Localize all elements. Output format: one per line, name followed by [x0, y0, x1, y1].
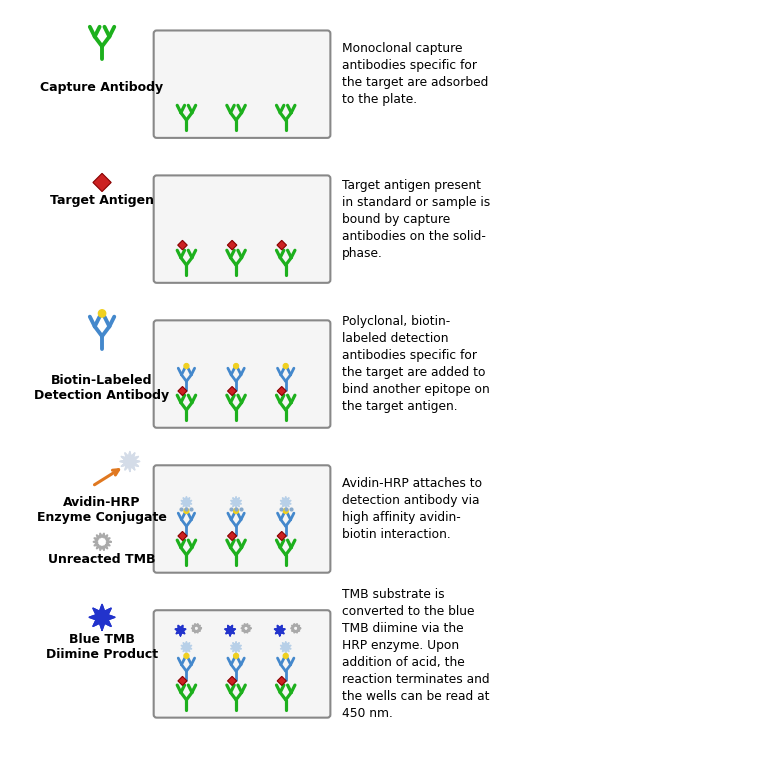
- Text: Monoclonal capture
antibodies specific for
the target are adsorbed
to the plate.: Monoclonal capture antibodies specific f…: [342, 42, 489, 106]
- Text: Target Antigen: Target Antigen: [50, 194, 154, 207]
- FancyBboxPatch shape: [154, 176, 330, 283]
- Bar: [178, 532, 187, 541]
- Circle shape: [99, 309, 105, 317]
- FancyBboxPatch shape: [154, 31, 330, 138]
- Circle shape: [283, 364, 288, 368]
- Bar: [228, 532, 237, 541]
- Bar: [93, 173, 112, 192]
- Bar: [277, 676, 286, 685]
- Bar: [178, 676, 187, 685]
- Circle shape: [184, 364, 189, 368]
- FancyBboxPatch shape: [154, 465, 330, 573]
- Text: Avidin-HRP
Enzyme Conjugate: Avidin-HRP Enzyme Conjugate: [37, 496, 167, 524]
- Bar: [228, 676, 237, 685]
- Text: Capture Antibody: Capture Antibody: [40, 81, 163, 94]
- FancyBboxPatch shape: [154, 610, 330, 717]
- Text: Polyclonal, biotin-
labeled detection
antibodies specific for
the target are add: Polyclonal, biotin- labeled detection an…: [342, 315, 490, 413]
- Polygon shape: [181, 642, 192, 652]
- Bar: [178, 387, 187, 396]
- Circle shape: [283, 653, 288, 659]
- Circle shape: [234, 509, 238, 513]
- Polygon shape: [120, 452, 140, 471]
- Text: TMB substrate is
converted to the blue
TMB diimine via the
HRP enzyme. Upon
addi: TMB substrate is converted to the blue T…: [342, 588, 490, 720]
- Text: Blue TMB
Diimine Product: Blue TMB Diimine Product: [46, 633, 158, 661]
- Bar: [277, 387, 286, 396]
- Bar: [228, 241, 237, 250]
- Bar: [277, 532, 286, 541]
- Polygon shape: [89, 604, 115, 630]
- Text: Target antigen present
in standard or sample is
bound by capture
antibodies on t: Target antigen present in standard or sa…: [342, 179, 490, 260]
- FancyBboxPatch shape: [154, 320, 330, 428]
- Text: Biotin-Labeled
Detection Antibody: Biotin-Labeled Detection Antibody: [34, 374, 170, 402]
- Circle shape: [184, 653, 189, 659]
- Bar: [178, 241, 187, 250]
- Bar: [277, 241, 286, 250]
- Polygon shape: [175, 626, 186, 636]
- Polygon shape: [181, 497, 192, 508]
- Circle shape: [184, 509, 189, 513]
- Circle shape: [234, 364, 238, 368]
- Polygon shape: [280, 497, 291, 508]
- Polygon shape: [274, 626, 285, 636]
- Polygon shape: [280, 642, 291, 652]
- Polygon shape: [231, 497, 241, 508]
- Text: Avidin-HRP attaches to
detection antibody via
high affinity avidin-
biotin inter: Avidin-HRP attaches to detection antibod…: [342, 477, 482, 541]
- Bar: [228, 387, 237, 396]
- Circle shape: [283, 509, 288, 513]
- Polygon shape: [225, 626, 235, 636]
- Circle shape: [234, 653, 238, 659]
- Text: Unreacted TMB: Unreacted TMB: [48, 552, 156, 566]
- Polygon shape: [231, 642, 241, 652]
